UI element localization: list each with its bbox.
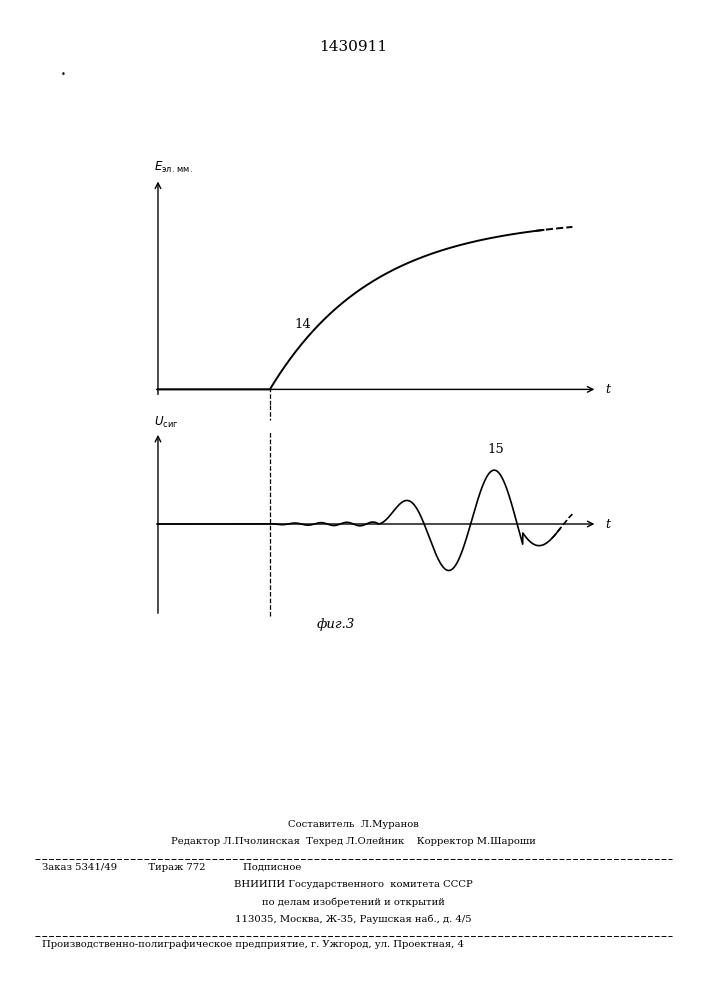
- Text: $E_{\rm эл.\,мм.}$: $E_{\rm эл.\,мм.}$: [154, 160, 192, 175]
- Text: 14: 14: [295, 318, 312, 331]
- Text: фиг.3: фиг.3: [317, 618, 356, 631]
- Text: ВНИИПИ Государственного  комитета СССР: ВНИИПИ Государственного комитета СССР: [234, 880, 473, 889]
- Text: t: t: [606, 518, 611, 530]
- Text: 113035, Москва, Ж-35, Раушская наб., д. 4/5: 113035, Москва, Ж-35, Раушская наб., д. …: [235, 914, 472, 924]
- Text: Составитель  Л.Муранов: Составитель Л.Муранов: [288, 820, 419, 829]
- Text: $U_{\rm сиг}$: $U_{\rm сиг}$: [154, 414, 178, 430]
- Text: 1430911: 1430911: [320, 40, 387, 54]
- Text: •: •: [62, 70, 66, 79]
- Text: Производственно-полиграфическое предприятие, г. Ужгород, ул. Проектная, 4: Производственно-полиграфическое предприя…: [42, 940, 464, 949]
- Text: Заказ 5341/49          Тираж 772            Подписное: Заказ 5341/49 Тираж 772 Подписное: [42, 863, 302, 872]
- Text: t: t: [606, 383, 611, 396]
- Text: Редактор Л.Пчолинская  Техред Л.Олейник⁣    Корректор М.Шароши: Редактор Л.Пчолинская Техред Л.Олейник⁣ …: [171, 837, 536, 846]
- Text: 15: 15: [487, 443, 504, 456]
- Text: по делам изобретений и открытий: по делам изобретений и открытий: [262, 897, 445, 907]
